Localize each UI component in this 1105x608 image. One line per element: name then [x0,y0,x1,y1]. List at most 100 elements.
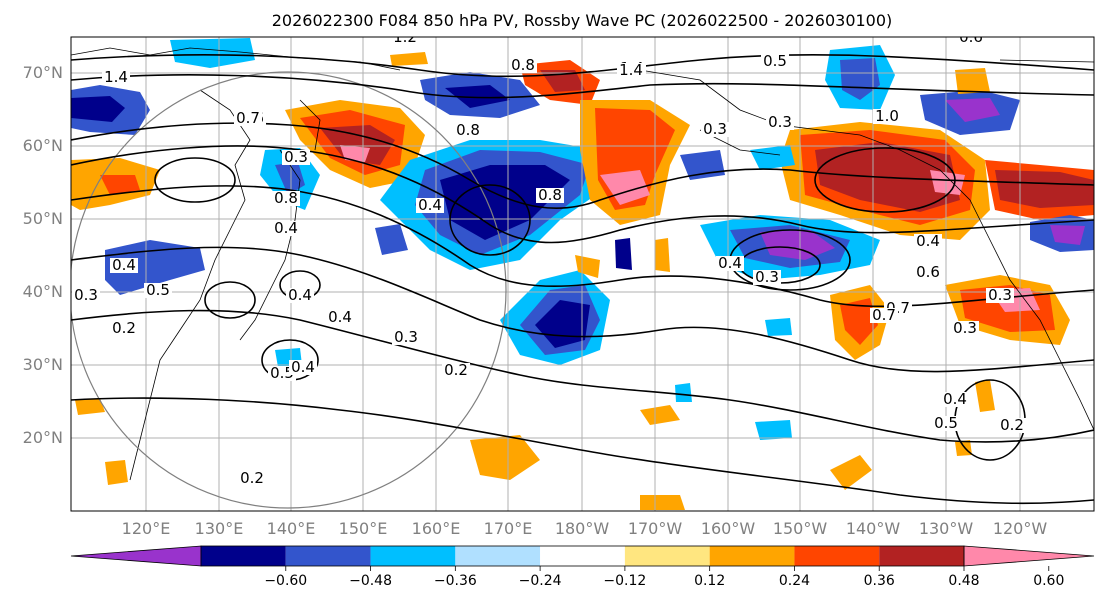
contour-label: 1.4 [104,68,128,86]
contour-label: 0.2 [240,469,264,487]
contour-label: 0.4 [943,390,967,408]
shade-neg-14 [615,238,632,270]
contour-label-bg [753,270,781,285]
contour-1 [71,53,1094,78]
shade-pos-3-peak [600,170,650,205]
contour-label-bg [914,265,942,280]
contour-label-bg [72,288,100,303]
coast-north-america [639,69,1094,431]
contour-label: 0.4 [291,358,315,376]
contour-5 [71,185,1094,308]
contour-label: 0.7 [236,109,260,127]
shade-neg-13 [375,224,408,255]
shade-pos-4-peak [930,170,965,195]
contour-label: 0.4 [328,308,352,326]
colorbar-tick-label: −0.48 [349,573,392,589]
lat-label: 50°N [23,209,63,228]
contour-ring-3 [449,184,531,256]
contour-label-bg [766,115,794,130]
shade-pos-w1-core [100,175,140,195]
figure-title: 2026022300 F084 850 hPa PV, Rossby Wave … [272,11,893,30]
lat-label: 70°N [23,63,63,82]
contour-label: 1.2 [393,28,417,46]
contour-label: 0.4 [274,219,298,237]
contour-label-bg [870,308,898,323]
contour-label: 1.4 [619,61,643,79]
shade-neg-jp-core [275,162,305,195]
contour-label-bg [286,288,314,303]
contour-label-bg [932,416,960,431]
contour-label: 0.2 [444,361,468,379]
map-frame [70,36,1095,512]
colorbar-segment [879,546,964,566]
contour-label-bg [238,471,266,486]
contour-label-bg [416,198,444,213]
colorbar-tick-label: 0.36 [864,573,895,589]
shade-pos-1-core [320,125,395,165]
lon-label: 150°E [339,519,388,538]
colorbar-tick-label: 0.60 [1033,573,1064,589]
contour-label-bg [957,37,985,45]
contour-label-bg [110,321,138,336]
shade-neg-9 [755,420,792,440]
colorbar-extend-min [70,545,202,567]
lon-label: 120°W [993,519,1048,538]
contour-label: 0.8 [511,56,535,74]
shade-pos-17 [640,495,685,510]
contour-6 [71,246,1094,373]
contour-label: 0.5 [270,364,294,382]
contour-label: 0.8 [538,186,562,204]
contour-ring-4 [814,147,956,213]
shade-pos-19 [955,68,990,94]
pv-shading [71,38,1094,510]
contour-label-bg [761,54,789,69]
shade-neg-3-core [445,85,510,108]
contour-label-bg [454,123,482,138]
shade-pos-14 [640,405,680,425]
shade-pos-7-core [840,298,878,345]
contour-label-bg [289,360,317,375]
contour-label-bg [509,58,537,73]
contour-label: 0.6 [916,263,940,281]
contour-7 [71,309,1094,443]
contour-label-bg [272,191,300,206]
lon-label: 130°W [919,519,974,538]
shade-neg-top [170,38,255,68]
contour-8 [71,397,1094,505]
coast-asia-east [129,89,251,481]
contour-label: 0.3 [988,286,1012,304]
contour-label-bg [234,111,262,126]
contour-label: 0.4 [916,232,940,250]
shade-pos-9 [75,398,105,415]
shade-neg-8-core [945,98,1000,122]
contour-label-bg [873,109,901,124]
shade-pos-10 [105,460,128,485]
lon-label: 130°E [195,519,244,538]
contour-label-bg [391,37,419,45]
contour-4 [71,145,1094,244]
contour-label-bg [716,256,744,271]
contour-label: 0.4 [718,254,742,272]
contour-label: 0.3 [394,328,418,346]
coast-kamchatka [299,99,321,151]
contour-label: 0.3 [74,286,98,304]
contour-label: 0.3 [953,319,977,337]
contour-label-bg [282,150,310,165]
colorbar-tick-label: −0.12 [603,573,646,589]
gridlines [71,37,1094,511]
colorbar-tick-label: 0.48 [948,573,979,589]
colorbar-segment [370,546,456,566]
shade-pos-12 [975,380,995,412]
lon-label: 170°E [484,519,533,538]
contour-ring-5 [154,157,236,203]
contour-label-bg [110,258,138,273]
shade-neg-6-core [1050,225,1085,245]
contour-label: 0.5 [934,414,958,432]
shade-neg-5-core [760,230,835,260]
shade-neg-16 [750,145,795,170]
contour-label-bg [392,330,420,345]
shade-pos-16 [575,255,600,278]
colorbar-frame [200,545,965,567]
contour-label: 0.5 [763,52,787,70]
